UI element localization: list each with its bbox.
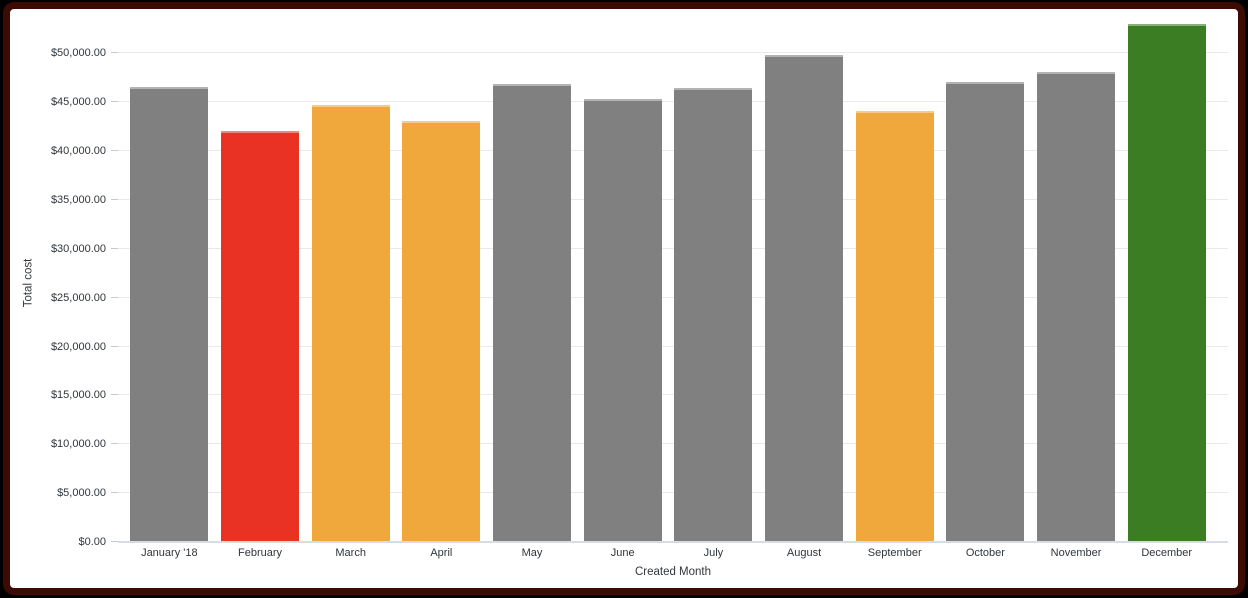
gridline: [118, 296, 1228, 298]
x-tick-label: October: [965, 547, 1005, 559]
y-axis-tick-mark: [111, 247, 118, 249]
x-axis-line: [118, 541, 1228, 543]
y-axis-tick-mark: [111, 101, 118, 103]
gridline: [118, 52, 1228, 54]
x-tick-label: February: [237, 547, 283, 559]
gridline: [118, 394, 1228, 396]
bar-september[interactable]: [855, 110, 934, 542]
gridline: [118, 492, 1228, 494]
y-axis-tick-mark: [111, 52, 118, 54]
y-axis-tick-mark: [111, 198, 118, 200]
chart-card: Total cost $0.00 $5,000.00 $10,000.00 $15,0…: [3, 2, 1245, 595]
y-tick-label: $30,000.00: [50, 242, 106, 255]
bar-july[interactable]: [674, 88, 753, 542]
bar-august[interactable]: [765, 54, 844, 542]
bar-slot: [215, 24, 306, 542]
gridline: [118, 101, 1228, 103]
y-tick-label: $40,000.00: [50, 145, 106, 158]
y-axis-tick-labels: $0.00 $5,000.00 $10,000.00 $15,000.00 $20,00…: [10, 24, 106, 548]
bar-february[interactable]: [221, 130, 299, 542]
bar-slot: [305, 24, 396, 542]
y-tick-label: $15,000.00: [50, 389, 106, 402]
y-tick-label: $20,000.00: [50, 340, 106, 353]
gridline: [118, 345, 1228, 347]
gridline: [118, 150, 1228, 152]
y-tick-label: $0.00: [78, 536, 106, 548]
y-tick-label: $25,000.00: [50, 291, 106, 304]
bar-december[interactable]: [1127, 24, 1206, 542]
bar-slot: [1031, 24, 1122, 542]
bar-slot: [849, 24, 940, 542]
bar-slot: [396, 24, 487, 542]
bar-january-18[interactable]: [130, 86, 209, 542]
bar-june[interactable]: [583, 99, 662, 542]
x-tick-label: December: [1141, 547, 1193, 559]
y-axis-tick-mark: [111, 541, 118, 542]
x-tick-label: June: [610, 547, 635, 559]
bar-october[interactable]: [946, 82, 1025, 542]
bar-slot: [487, 24, 578, 542]
y-tick-label: $10,000.00: [50, 438, 106, 451]
x-tick-label: November: [1050, 547, 1102, 559]
x-tick-label: September: [867, 547, 922, 559]
bars-layer: [118, 24, 1228, 542]
y-axis-tick-mark: [111, 345, 118, 347]
bar-march[interactable]: [311, 104, 390, 542]
gridline: [118, 247, 1228, 249]
plot-area: [111, 24, 1228, 543]
gridline: [118, 198, 1228, 200]
x-tick-label: July: [703, 547, 724, 559]
x-tick-label: January '18: [141, 547, 198, 559]
x-tick-label: March: [335, 547, 366, 559]
bar-may[interactable]: [493, 83, 571, 542]
bar-slot: [668, 24, 759, 542]
y-axis-tick-mark: [111, 492, 118, 494]
x-axis-title: Created Month: [634, 566, 712, 578]
gridline: [118, 443, 1228, 445]
bar-slot: [124, 24, 215, 542]
y-tick-label: $35,000.00: [50, 193, 106, 206]
bar-slot: [577, 24, 668, 542]
y-tick-label: $5,000.00: [57, 487, 106, 500]
bar-november[interactable]: [1037, 71, 1116, 542]
y-axis-tick-mark: [111, 394, 118, 396]
y-axis-tick-mark: [111, 150, 118, 152]
y-tick-label: $50,000.00: [50, 47, 106, 60]
x-tick-label: August: [786, 547, 822, 559]
bar-april[interactable]: [402, 120, 481, 542]
x-axis-tick-labels: January '18 February March April May June July…: [118, 547, 1228, 559]
x-tick-label: April: [430, 547, 453, 559]
bar-slot: [1121, 24, 1212, 542]
x-tick-label: May: [521, 547, 543, 559]
y-axis-tick-mark: [111, 296, 118, 298]
y-axis-tick-mark: [111, 443, 118, 445]
bar-slot: [940, 24, 1031, 542]
bar-slot: [759, 24, 850, 542]
y-tick-label: $45,000.00: [50, 96, 106, 109]
